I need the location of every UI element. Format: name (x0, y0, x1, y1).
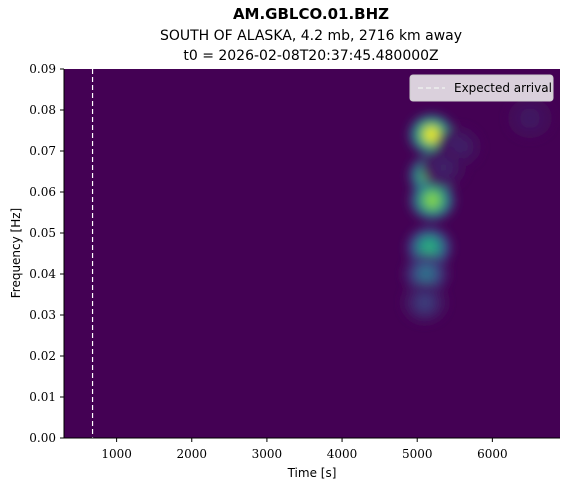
y-tick-label: 0.04 (29, 267, 56, 281)
chart-subtitle-event: SOUTH OF ALASKA, 4.2 mb, 2716 km away (160, 28, 462, 44)
y-tick-label: 0.09 (29, 62, 56, 76)
y-tick-label: 0.06 (29, 185, 56, 199)
energy-blob (423, 240, 436, 255)
x-axis-ticks: 1000 2000 3000 4000 5000 6000 (101, 438, 508, 461)
x-tick-label: 2000 (176, 447, 207, 461)
energy-blobs (402, 98, 552, 323)
y-tick-label: 0.05 (29, 226, 56, 240)
energy-blob (437, 160, 450, 175)
legend: Expected arrival (409, 74, 554, 102)
chart-subtitle-origin-time: t0 = 2026-02-08T20:37:45.480000Z (183, 48, 438, 64)
y-tick-label: 0.07 (29, 144, 56, 158)
x-axis-label: Time [s] (287, 466, 337, 480)
x-tick-label: 5000 (402, 447, 433, 461)
x-tick-label: 1000 (101, 447, 132, 461)
y-tick-label: 0.00 (29, 431, 56, 445)
energy-blob (420, 267, 433, 281)
x-tick-label: 4000 (327, 447, 358, 461)
legend-label: Expected arrival (454, 81, 552, 95)
x-tick-label: 6000 (477, 447, 508, 461)
energy-blob (426, 193, 439, 208)
energy-blob (425, 127, 438, 142)
y-axis-ticks: 0.00 0.01 0.02 0.03 0.04 0.05 0.06 0.07 0.08 0.09 (29, 62, 64, 445)
y-tick-label: 0.08 (29, 103, 56, 117)
y-axis-label: Frequency [Hz] (9, 208, 23, 299)
energy-blob (523, 111, 536, 126)
energy-blob (418, 295, 431, 310)
chart-title: AM.GBLCO.01.BHZ (233, 5, 389, 23)
energy-blob (452, 139, 465, 154)
y-tick-label: 0.02 (29, 349, 56, 363)
y-tick-label: 0.03 (29, 308, 56, 322)
y-tick-label: 0.01 (29, 390, 56, 404)
legend-box (409, 74, 554, 102)
spectrogram-heatmap (402, 98, 552, 323)
x-tick-label: 3000 (252, 447, 283, 461)
plot-area (64, 69, 560, 438)
